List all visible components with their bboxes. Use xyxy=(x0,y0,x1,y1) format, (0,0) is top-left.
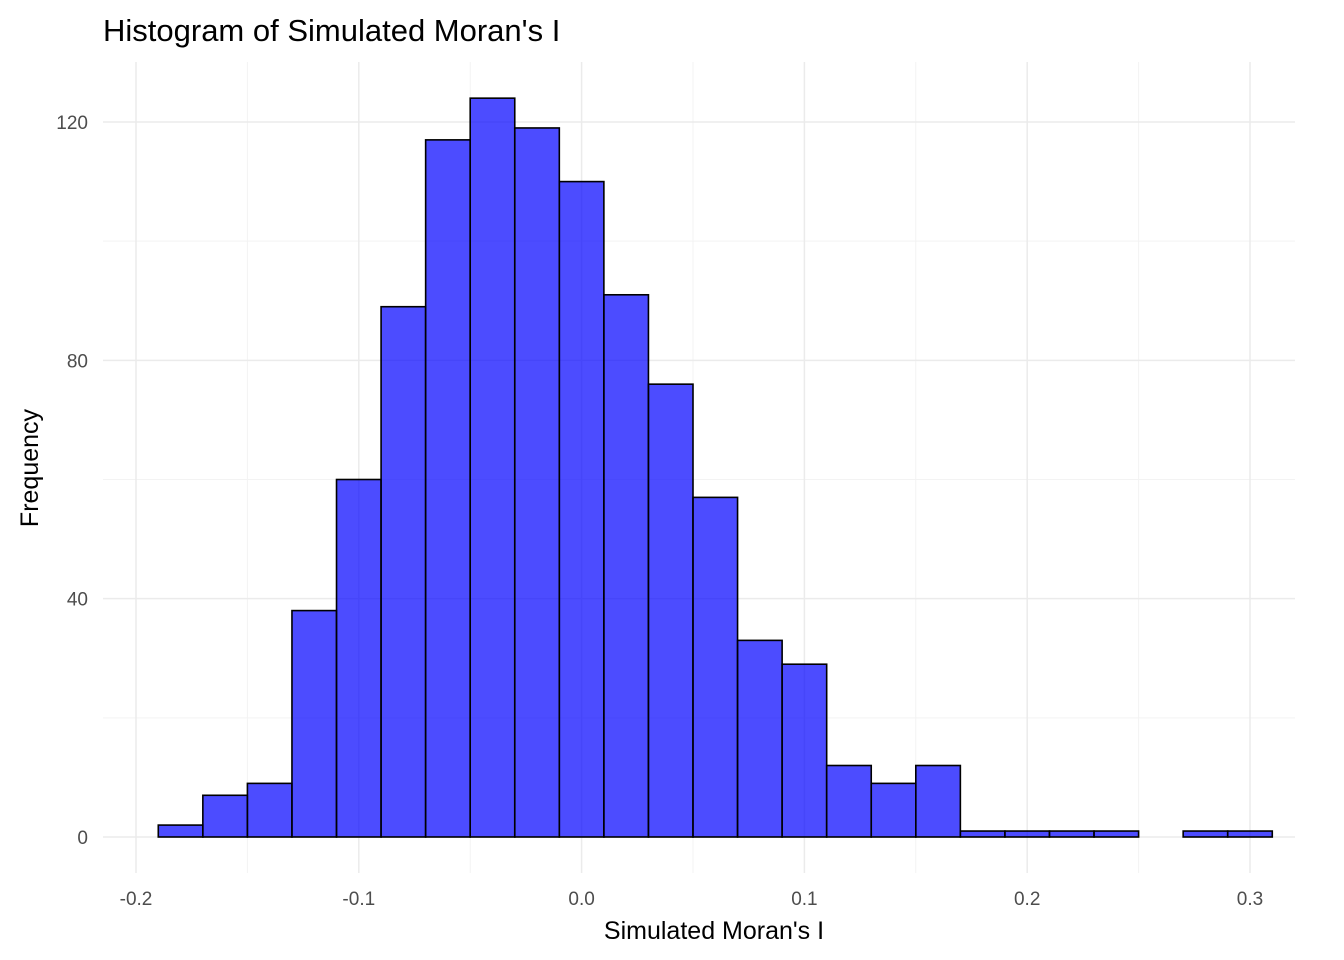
histogram-bar xyxy=(736,639,783,838)
bar-layer xyxy=(157,97,1274,838)
histogram-bar xyxy=(291,609,338,838)
histogram-bar xyxy=(335,478,382,838)
x-tick-label: 0.2 xyxy=(1014,889,1040,910)
histogram-bar xyxy=(380,305,427,838)
histogram-bar xyxy=(1048,830,1095,838)
histogram-bar xyxy=(1004,830,1051,838)
histogram-bar xyxy=(959,830,1006,838)
x-tick-label: 0.3 xyxy=(1237,889,1263,910)
y-tick-label: 120 xyxy=(56,113,88,134)
y-tick-label: 0 xyxy=(77,828,88,849)
histogram-bar xyxy=(603,293,650,838)
histogram-bar xyxy=(202,794,249,838)
histogram-bar xyxy=(1093,830,1140,838)
histogram-bar xyxy=(647,383,694,838)
x-tick-label: -0.1 xyxy=(342,889,375,910)
histogram-bar xyxy=(914,764,962,838)
x-tick-label: 0.1 xyxy=(791,889,817,910)
x-tick-label: -0.2 xyxy=(120,889,153,910)
histogram-bar xyxy=(692,496,739,838)
histogram-bar xyxy=(825,764,873,838)
tick-label-layer: -0.2 -0.1 0.0 0.1 0.2 0.3 0 40 80 120 xyxy=(56,113,1263,910)
chart-title: Histogram of Simulated Moran's I xyxy=(103,13,560,48)
histogram-bar xyxy=(1226,830,1274,838)
histogram-bar xyxy=(558,180,605,838)
histogram-bar xyxy=(246,782,293,838)
y-tick-label: 80 xyxy=(67,351,88,372)
x-axis-title: Simulated Moran's I xyxy=(604,917,824,945)
histogram-bar xyxy=(469,97,516,838)
y-axis-title: Frequency xyxy=(16,408,44,527)
histogram-bar xyxy=(157,824,204,838)
histogram-bar xyxy=(870,782,917,838)
histogram-bar xyxy=(424,139,472,838)
x-tick-label: 0.0 xyxy=(568,889,594,910)
histogram-bar xyxy=(1182,830,1229,838)
y-tick-label: 40 xyxy=(67,590,88,611)
histogram-bar xyxy=(781,663,828,838)
histogram-bar xyxy=(513,127,561,838)
